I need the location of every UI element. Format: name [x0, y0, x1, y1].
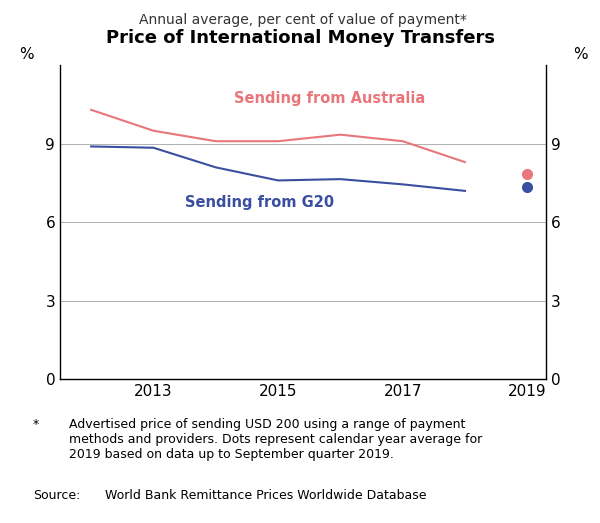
Text: World Bank Remittance Prices Worldwide Database: World Bank Remittance Prices Worldwide D…: [93, 489, 427, 502]
Text: *: *: [33, 418, 39, 431]
Text: Source:: Source:: [33, 489, 80, 502]
Text: %: %: [573, 47, 587, 62]
Title: Annual average, per cent of value of payment*: Annual average, per cent of value of pay…: [139, 13, 467, 27]
Text: Sending from Australia: Sending from Australia: [235, 92, 426, 106]
Text: Sending from G20: Sending from G20: [185, 195, 334, 210]
Text: Advertised price of sending USD 200 using a range of payment
methods and provide: Advertised price of sending USD 200 usin…: [69, 418, 482, 461]
Text: Price of International Money Transfers: Price of International Money Transfers: [106, 29, 494, 47]
Text: %: %: [19, 47, 33, 62]
